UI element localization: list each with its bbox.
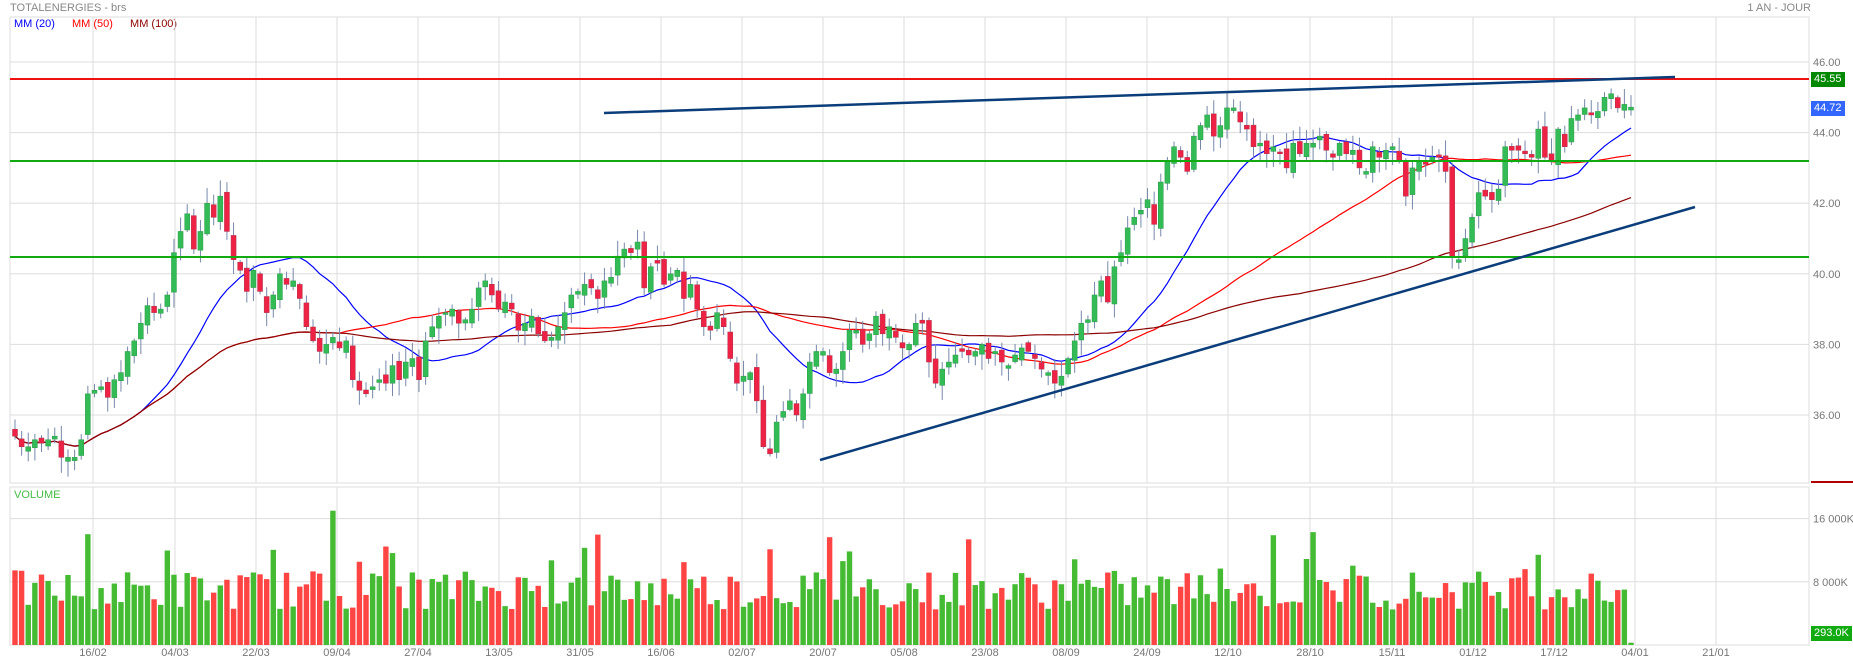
svg-text:8 000K: 8 000K xyxy=(1813,577,1849,589)
svg-text:04/03: 04/03 xyxy=(161,647,189,659)
volume-bars xyxy=(12,510,1634,645)
svg-text:20/07: 20/07 xyxy=(809,647,837,659)
svg-text:01/12: 01/12 xyxy=(1459,647,1487,659)
svg-text:16/06: 16/06 xyxy=(647,647,675,659)
svg-text:40.00: 40.00 xyxy=(1813,269,1841,281)
grid xyxy=(9,16,1810,646)
svg-text:46.00: 46.00 xyxy=(1813,57,1841,69)
svg-text:44.00: 44.00 xyxy=(1813,128,1841,140)
svg-text:27/04: 27/04 xyxy=(404,647,432,659)
svg-text:15/11: 15/11 xyxy=(1379,647,1406,659)
svg-text:21/01: 21/01 xyxy=(1702,647,1730,659)
svg-text:36.00: 36.00 xyxy=(1813,410,1841,422)
legend-mm20[interactable]: MM (20) xyxy=(14,18,55,30)
resistance-price-tag: 45.55 xyxy=(1811,72,1845,87)
moving-averages xyxy=(14,127,1632,447)
svg-text:16 000K: 16 000K xyxy=(1813,514,1853,526)
svg-text:09/04: 09/04 xyxy=(323,647,351,659)
svg-text:28/10: 28/10 xyxy=(1296,647,1324,659)
svg-text:08/09: 08/09 xyxy=(1052,647,1080,659)
svg-text:13/05: 13/05 xyxy=(485,647,513,659)
svg-text:31/05: 31/05 xyxy=(566,647,594,659)
candlesticks xyxy=(12,88,1634,477)
legend-mm50[interactable]: MM (50) xyxy=(72,18,113,30)
last-volume-tag: 293.0K xyxy=(1811,626,1852,641)
svg-text:24/09: 24/09 xyxy=(1133,647,1161,659)
svg-text:42.00: 42.00 xyxy=(1813,198,1841,210)
chart-period[interactable]: 1 AN - JOUR xyxy=(1747,2,1811,14)
svg-text:38.00: 38.00 xyxy=(1813,339,1841,351)
volume-label: VOLUME xyxy=(14,489,61,501)
svg-text:05/08: 05/08 xyxy=(890,647,918,659)
indicator-legend: MM (20) MM (50) MM (100) xyxy=(14,18,191,30)
last-price-tag: 44.72 xyxy=(1811,101,1845,116)
svg-text:02/07: 02/07 xyxy=(728,647,756,659)
chart-title: TOTALENERGIES - brs xyxy=(10,2,127,14)
drawn-lines[interactable] xyxy=(10,75,1809,462)
svg-text:12/10: 12/10 xyxy=(1214,647,1242,659)
svg-text:04/01: 04/01 xyxy=(1621,647,1649,659)
svg-text:23/08: 23/08 xyxy=(971,647,999,659)
legend-mm100[interactable]: MM (100) xyxy=(130,18,178,30)
svg-text:17/12: 17/12 xyxy=(1540,647,1568,659)
svg-text:16/02: 16/02 xyxy=(79,647,107,659)
axes: 16/02 04/03 22/03 09/04 27/04 13/05 31/05 16/06… xyxy=(79,57,1853,659)
svg-text:22/03: 22/03 xyxy=(242,647,270,659)
